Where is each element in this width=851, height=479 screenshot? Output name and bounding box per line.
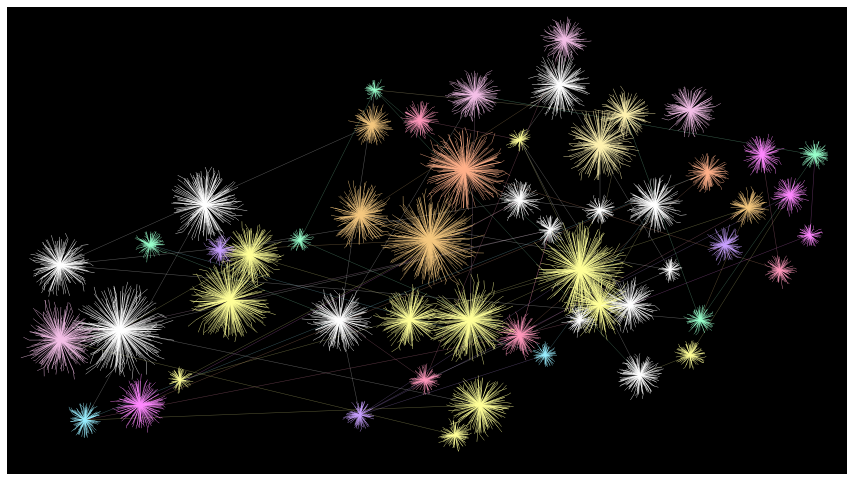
link [374, 89, 626, 116]
cluster [68, 402, 101, 439]
cluster [373, 284, 446, 353]
cluster [685, 153, 729, 193]
link [84, 204, 206, 421]
cluster [330, 180, 391, 249]
cluster [561, 304, 599, 338]
cluster [364, 79, 385, 101]
link [374, 89, 641, 376]
cluster [729, 186, 770, 228]
cluster [683, 304, 715, 336]
cluster [134, 230, 167, 263]
cluster [536, 215, 564, 247]
cluster [171, 166, 248, 242]
cluster [400, 100, 440, 140]
cluster [20, 299, 101, 380]
cluster [770, 177, 809, 217]
cluster [444, 70, 501, 122]
cluster [743, 133, 785, 176]
link [629, 234, 811, 306]
link [339, 94, 476, 321]
link [559, 84, 671, 271]
link [419, 119, 521, 141]
cluster [348, 103, 394, 146]
cluster [187, 256, 276, 343]
link [689, 194, 791, 356]
link [59, 239, 301, 266]
link [474, 94, 816, 156]
cluster [616, 353, 664, 401]
cluster [203, 234, 237, 266]
link [519, 139, 631, 306]
cluster [438, 418, 472, 452]
clusters [20, 16, 829, 452]
link [339, 319, 426, 381]
cluster [661, 86, 721, 138]
link [179, 199, 521, 381]
cluster [798, 140, 829, 170]
cluster [287, 228, 315, 252]
cluster [563, 109, 640, 181]
cluster [420, 273, 516, 365]
link [809, 154, 816, 236]
cluster [796, 223, 824, 247]
link [119, 329, 481, 406]
cluster [420, 127, 511, 213]
cluster [764, 255, 798, 289]
link [699, 207, 749, 321]
cluster [505, 128, 531, 152]
link [761, 154, 781, 271]
cluster [581, 194, 616, 224]
cluster [212, 221, 285, 288]
link [359, 214, 671, 271]
link [699, 154, 816, 321]
link [299, 89, 376, 241]
cluster [372, 188, 485, 289]
link [119, 229, 551, 331]
cluster [657, 256, 683, 283]
link [424, 269, 671, 381]
link [469, 94, 476, 321]
link [519, 207, 749, 336]
link [519, 229, 551, 336]
cluster [499, 178, 545, 221]
cluster [496, 311, 542, 361]
cluster [540, 16, 592, 65]
cluster [342, 400, 375, 432]
cluster [624, 174, 687, 238]
cluster [301, 287, 373, 353]
link [519, 84, 561, 141]
cluster [674, 340, 707, 370]
cluster [409, 363, 442, 395]
link [519, 229, 551, 336]
link [119, 254, 251, 331]
cluster [601, 276, 661, 334]
cluster [69, 281, 175, 380]
cluster [168, 366, 194, 394]
cluster [110, 373, 167, 433]
cluster [528, 50, 590, 120]
cluster [446, 375, 514, 442]
link [624, 114, 701, 321]
link [139, 171, 709, 406]
cluster [533, 341, 557, 368]
link [359, 354, 546, 416]
link [59, 339, 456, 436]
link [544, 204, 656, 356]
cluster [29, 232, 95, 297]
cluster [707, 224, 743, 266]
cluster [594, 85, 656, 140]
